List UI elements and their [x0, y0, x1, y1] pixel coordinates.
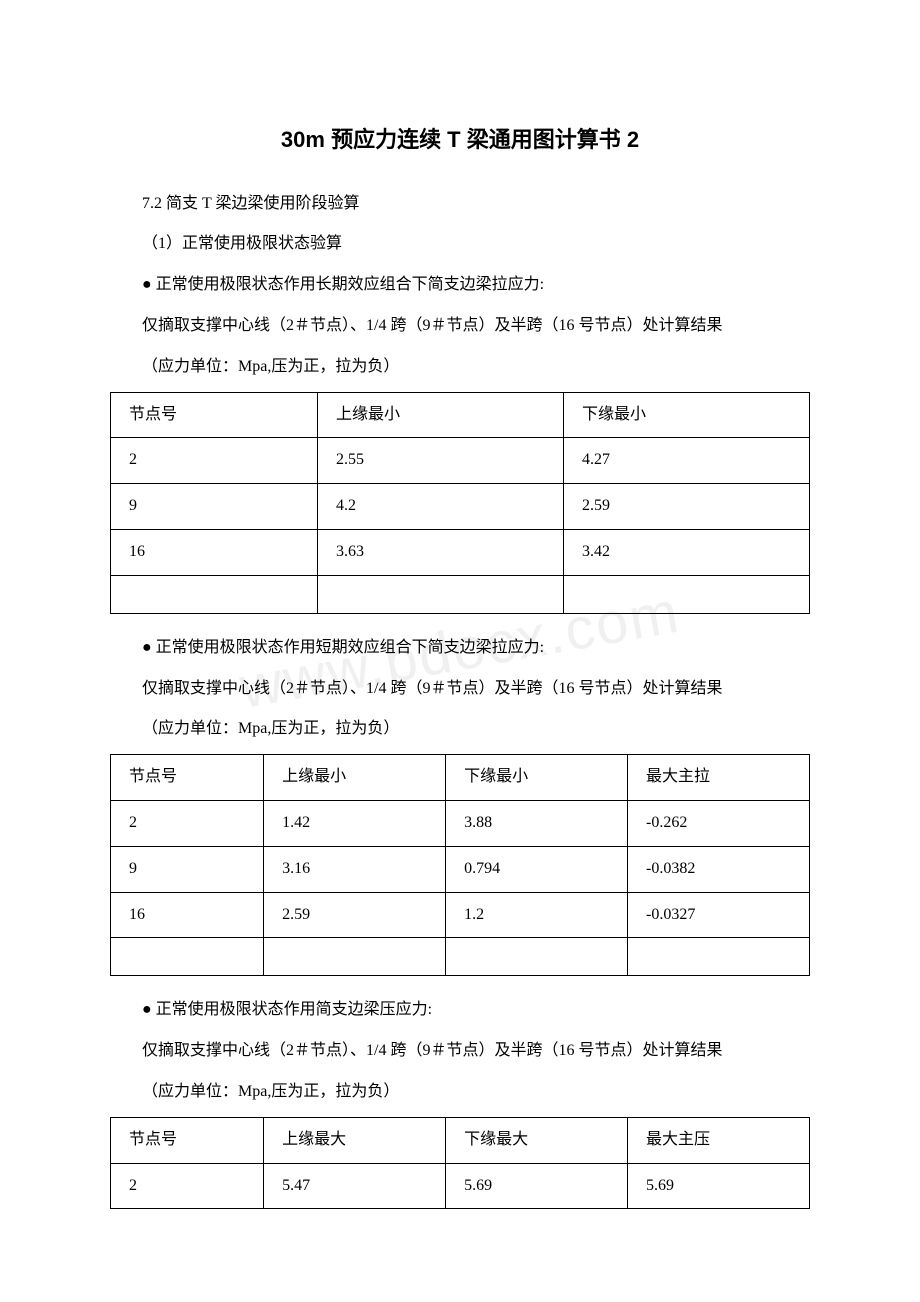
- table-cell: 5.47: [264, 1163, 446, 1209]
- bullet-shortterm-tension: ● 正常使用极限状态作用短期效应组合下简支边梁拉应力:: [110, 634, 810, 663]
- table-cell: -0.262: [628, 800, 810, 846]
- table-header: 节点号: [111, 392, 318, 438]
- table-cell: 2.59: [564, 484, 810, 530]
- unit-note-2: （应力单位：Mpa,压为正，拉为负）: [110, 715, 810, 744]
- table-cell: 2: [111, 438, 318, 484]
- table-cell: [111, 575, 318, 613]
- unit-note-1: （应力单位：Mpa,压为正，拉为负）: [110, 353, 810, 382]
- table-cell: 3.88: [446, 800, 628, 846]
- table-shortterm-tension: 节点号 上缘最小 下缘最小 最大主拉 2 1.42 3.88 -0.262 9 …: [110, 754, 810, 976]
- table-cell: 3.42: [564, 529, 810, 575]
- table-cell: 16: [111, 892, 264, 938]
- section-heading: 7.2 简支 T 梁边梁使用阶段验算: [110, 190, 810, 219]
- table-row: 节点号 上缘最大 下缘最大 最大主压: [111, 1117, 810, 1163]
- bullet-compression: ● 正常使用极限状态作用简支边梁压应力:: [110, 996, 810, 1025]
- table-cell: 16: [111, 529, 318, 575]
- table-header: 下缘最大: [446, 1117, 628, 1163]
- table-cell: -0.0382: [628, 846, 810, 892]
- table-header: 上缘最大: [264, 1117, 446, 1163]
- table-row: 9 3.16 0.794 -0.0382: [111, 846, 810, 892]
- table-cell: 4.27: [564, 438, 810, 484]
- table-cell: 1.42: [264, 800, 446, 846]
- table-cell: -0.0327: [628, 892, 810, 938]
- table-row: 16 2.59 1.2 -0.0327: [111, 892, 810, 938]
- table-cell: [264, 938, 446, 976]
- table-cell: 1.2: [446, 892, 628, 938]
- note-text: 仅摘取支撑中心线（2＃节点）、1/4 跨（9＃节点）及半跨（16 号节点）处计算…: [110, 1037, 722, 1066]
- table-header: 上缘最小: [318, 392, 564, 438]
- table-cell: 9: [111, 484, 318, 530]
- table-cell: [318, 575, 564, 613]
- table-cell: 2.55: [318, 438, 564, 484]
- subsection-heading: （1）正常使用极限状态验算: [110, 230, 810, 259]
- table-row: 2 1.42 3.88 -0.262: [111, 800, 810, 846]
- table-cell: [446, 938, 628, 976]
- table-row: 2 5.47 5.69 5.69: [111, 1163, 810, 1209]
- table-longterm-tension: 节点号 上缘最小 下缘最小 2 2.55 4.27 9 4.2 2.59 16 …: [110, 392, 810, 614]
- table-row: [111, 938, 810, 976]
- table-header: 最大主拉: [628, 755, 810, 801]
- table-compression: 节点号 上缘最大 下缘最大 最大主压 2 5.47 5.69 5.69: [110, 1117, 810, 1210]
- table-cell: 0.794: [446, 846, 628, 892]
- note-line-2: 仅摘取支撑中心线（2＃节点）、1/4 跨（9＃节点）及半跨（16 号节点）处计算…: [110, 675, 810, 704]
- table-cell: 9: [111, 846, 264, 892]
- note-text: 仅摘取支撑中心线（2＃节点）、1/4 跨（9＃节点）及半跨（16 号节点）处计算…: [110, 675, 722, 704]
- table-cell: 4.2: [318, 484, 564, 530]
- table-cell: [564, 575, 810, 613]
- table-cell: 2: [111, 800, 264, 846]
- table-row: 16 3.63 3.42: [111, 529, 810, 575]
- table-row: 节点号 上缘最小 下缘最小: [111, 392, 810, 438]
- table-header: 节点号: [111, 1117, 264, 1163]
- table-header: 最大主压: [628, 1117, 810, 1163]
- table-header: 下缘最小: [446, 755, 628, 801]
- table-cell: 3.16: [264, 846, 446, 892]
- note-line-1: 仅摘取支撑中心线（2＃节点）、1/4 跨（9＃节点）及半跨（16 号节点）处计算…: [110, 312, 810, 341]
- table-header: 上缘最小: [264, 755, 446, 801]
- table-cell: 5.69: [628, 1163, 810, 1209]
- unit-note-3: （应力单位：Mpa,压为正，拉为负）: [110, 1078, 810, 1107]
- table-row: [111, 575, 810, 613]
- table-cell: 3.63: [318, 529, 564, 575]
- table-cell: 5.69: [446, 1163, 628, 1209]
- table-header: 下缘最小: [564, 392, 810, 438]
- table-row: 9 4.2 2.59: [111, 484, 810, 530]
- table-cell: 2: [111, 1163, 264, 1209]
- table-row: 2 2.55 4.27: [111, 438, 810, 484]
- table-cell: [111, 938, 264, 976]
- bullet-longterm-tension: ● 正常使用极限状态作用长期效应组合下简支边梁拉应力:: [110, 271, 810, 300]
- note-line-3: 仅摘取支撑中心线（2＃节点）、1/4 跨（9＃节点）及半跨（16 号节点）处计算…: [110, 1037, 810, 1066]
- note-text: 仅摘取支撑中心线（2＃节点）、1/4 跨（9＃节点）及半跨（16 号节点）处计算…: [110, 312, 722, 341]
- table-row: 节点号 上缘最小 下缘最小 最大主拉: [111, 755, 810, 801]
- table-header: 节点号: [111, 755, 264, 801]
- table-cell: 2.59: [264, 892, 446, 938]
- page-title: 30m 预应力连续 T 梁通用图计算书 2: [110, 120, 810, 160]
- table-cell: [628, 938, 810, 976]
